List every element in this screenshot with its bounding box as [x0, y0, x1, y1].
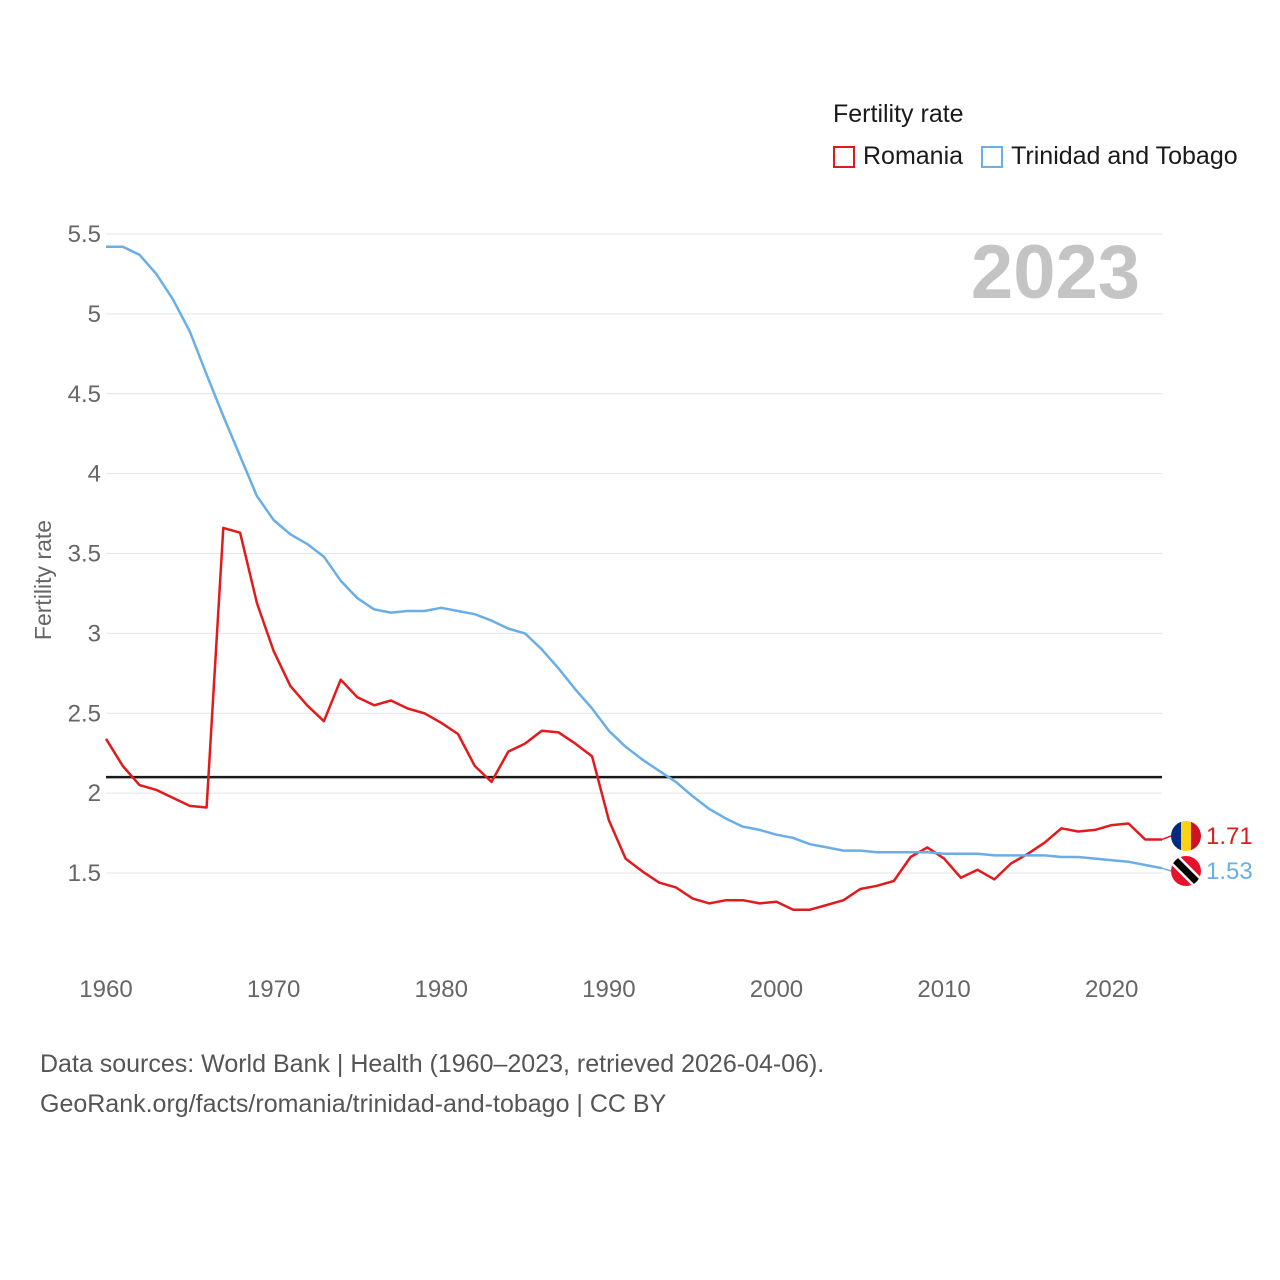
x-axis-ticks: 1960 1970 1980 1990 2000 2010 2020 [79, 976, 1138, 1003]
legend-title: Fertility rate [833, 100, 964, 128]
footer-link[interactable]: GeoRank.org/facts/romania/trinidad-and-t… [40, 1090, 667, 1118]
y-tick-label: 5 [88, 301, 101, 328]
x-tick-label: 2010 [917, 976, 970, 1003]
legend-swatch-trinidad [981, 145, 1004, 168]
x-tick-label: 1980 [415, 976, 468, 1003]
end-value-label-trinidad-and-tobago: 1.53 [1206, 858, 1253, 885]
legend-item-trinidad[interactable]: Trinidad and Tobago [981, 142, 1238, 171]
end-markers: 1.71 1.53 [1161, 821, 1253, 886]
end-value-label-romania: 1.71 [1206, 823, 1253, 850]
y-axis-ticks: 1.5 2 2.5 3 3.5 4 4.5 5 5.5 [68, 221, 101, 887]
x-tick-label: 2000 [750, 976, 803, 1003]
x-tick-label: 1970 [247, 976, 300, 1003]
gridlines [106, 233, 1162, 874]
legend-label-trinidad: Trinidad and Tobago [1011, 142, 1238, 170]
y-tick-label: 4.5 [68, 381, 101, 408]
y-tick-label: 2 [88, 780, 101, 807]
y-tick-label: 3 [88, 620, 101, 647]
footer-sources: Data sources: World Bank | Health (1960–… [40, 1050, 825, 1078]
legend-swatch-romania [833, 145, 855, 168]
trinidad-flag-icon [1171, 856, 1201, 886]
x-tick-label: 2020 [1085, 976, 1138, 1003]
end-connector-romania [1161, 835, 1172, 841]
year-label: 2023 [971, 230, 1140, 315]
legend-item-romania[interactable]: Romania [833, 142, 963, 171]
y-tick-label: 2.5 [68, 700, 101, 727]
y-axis-label: Fertility rate [30, 520, 56, 640]
y-tick-label: 5.5 [68, 221, 101, 248]
y-tick-label: 1.5 [68, 860, 101, 887]
romania-flag-icon [1171, 821, 1201, 851]
series-line-romania [104, 526, 1162, 911]
legend-label-romania: Romania [863, 142, 964, 170]
x-tick-label: 1960 [79, 976, 132, 1003]
x-tick-label: 1990 [582, 976, 635, 1003]
y-tick-label: 4 [88, 461, 101, 488]
footer: Data sources: World Bank | Health (1960–… [40, 1044, 824, 1124]
series-line-trinidad-and-tobago [106, 245, 1163, 870]
y-tick-label: 3.5 [68, 541, 101, 568]
series-lines [104, 245, 1163, 911]
legend: Romania Trinidad and Tobago [833, 142, 1256, 171]
end-connector-trinidad-and-tobago [1161, 867, 1172, 872]
